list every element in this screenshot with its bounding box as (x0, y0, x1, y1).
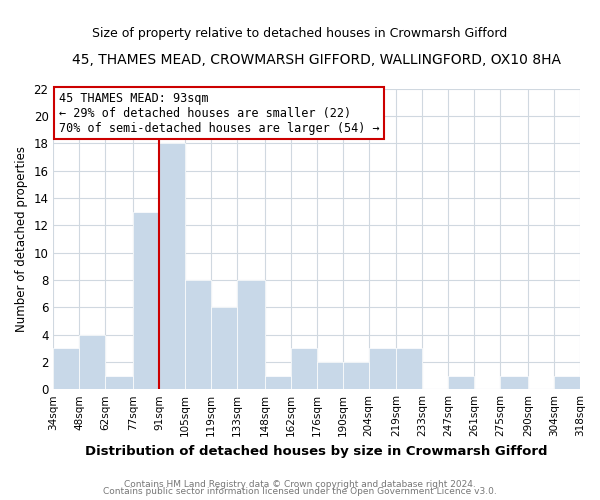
Bar (211, 307, 237, 389)
Bar (133, 212, 159, 389)
Title: 45, THAMES MEAD, CROWMARSH GIFFORD, WALLINGFORD, OX10 8HA: 45, THAMES MEAD, CROWMARSH GIFFORD, WALL… (72, 52, 561, 66)
Text: Contains public sector information licensed under the Open Government Licence v3: Contains public sector information licen… (103, 487, 497, 496)
Bar (397, 348, 422, 389)
Bar (159, 143, 185, 389)
X-axis label: Distribution of detached houses by size in Crowmarsh Gifford: Distribution of detached houses by size … (85, 444, 548, 458)
Bar (237, 280, 265, 389)
Bar (53, 348, 79, 389)
Bar (265, 376, 291, 389)
Bar (79, 334, 106, 389)
Bar (554, 376, 580, 389)
Bar (500, 376, 528, 389)
Text: 45 THAMES MEAD: 93sqm
← 29% of detached houses are smaller (22)
70% of semi-deta: 45 THAMES MEAD: 93sqm ← 29% of detached … (59, 92, 379, 134)
Bar (291, 348, 317, 389)
Bar (317, 362, 343, 389)
Bar (106, 376, 133, 389)
Text: Contains HM Land Registry data © Crown copyright and database right 2024.: Contains HM Land Registry data © Crown c… (124, 480, 476, 489)
Bar (185, 280, 211, 389)
Bar (343, 362, 368, 389)
Bar (368, 348, 397, 389)
Text: Size of property relative to detached houses in Crowmarsh Gifford: Size of property relative to detached ho… (92, 28, 508, 40)
Y-axis label: Number of detached properties: Number of detached properties (15, 146, 28, 332)
Bar (448, 376, 475, 389)
